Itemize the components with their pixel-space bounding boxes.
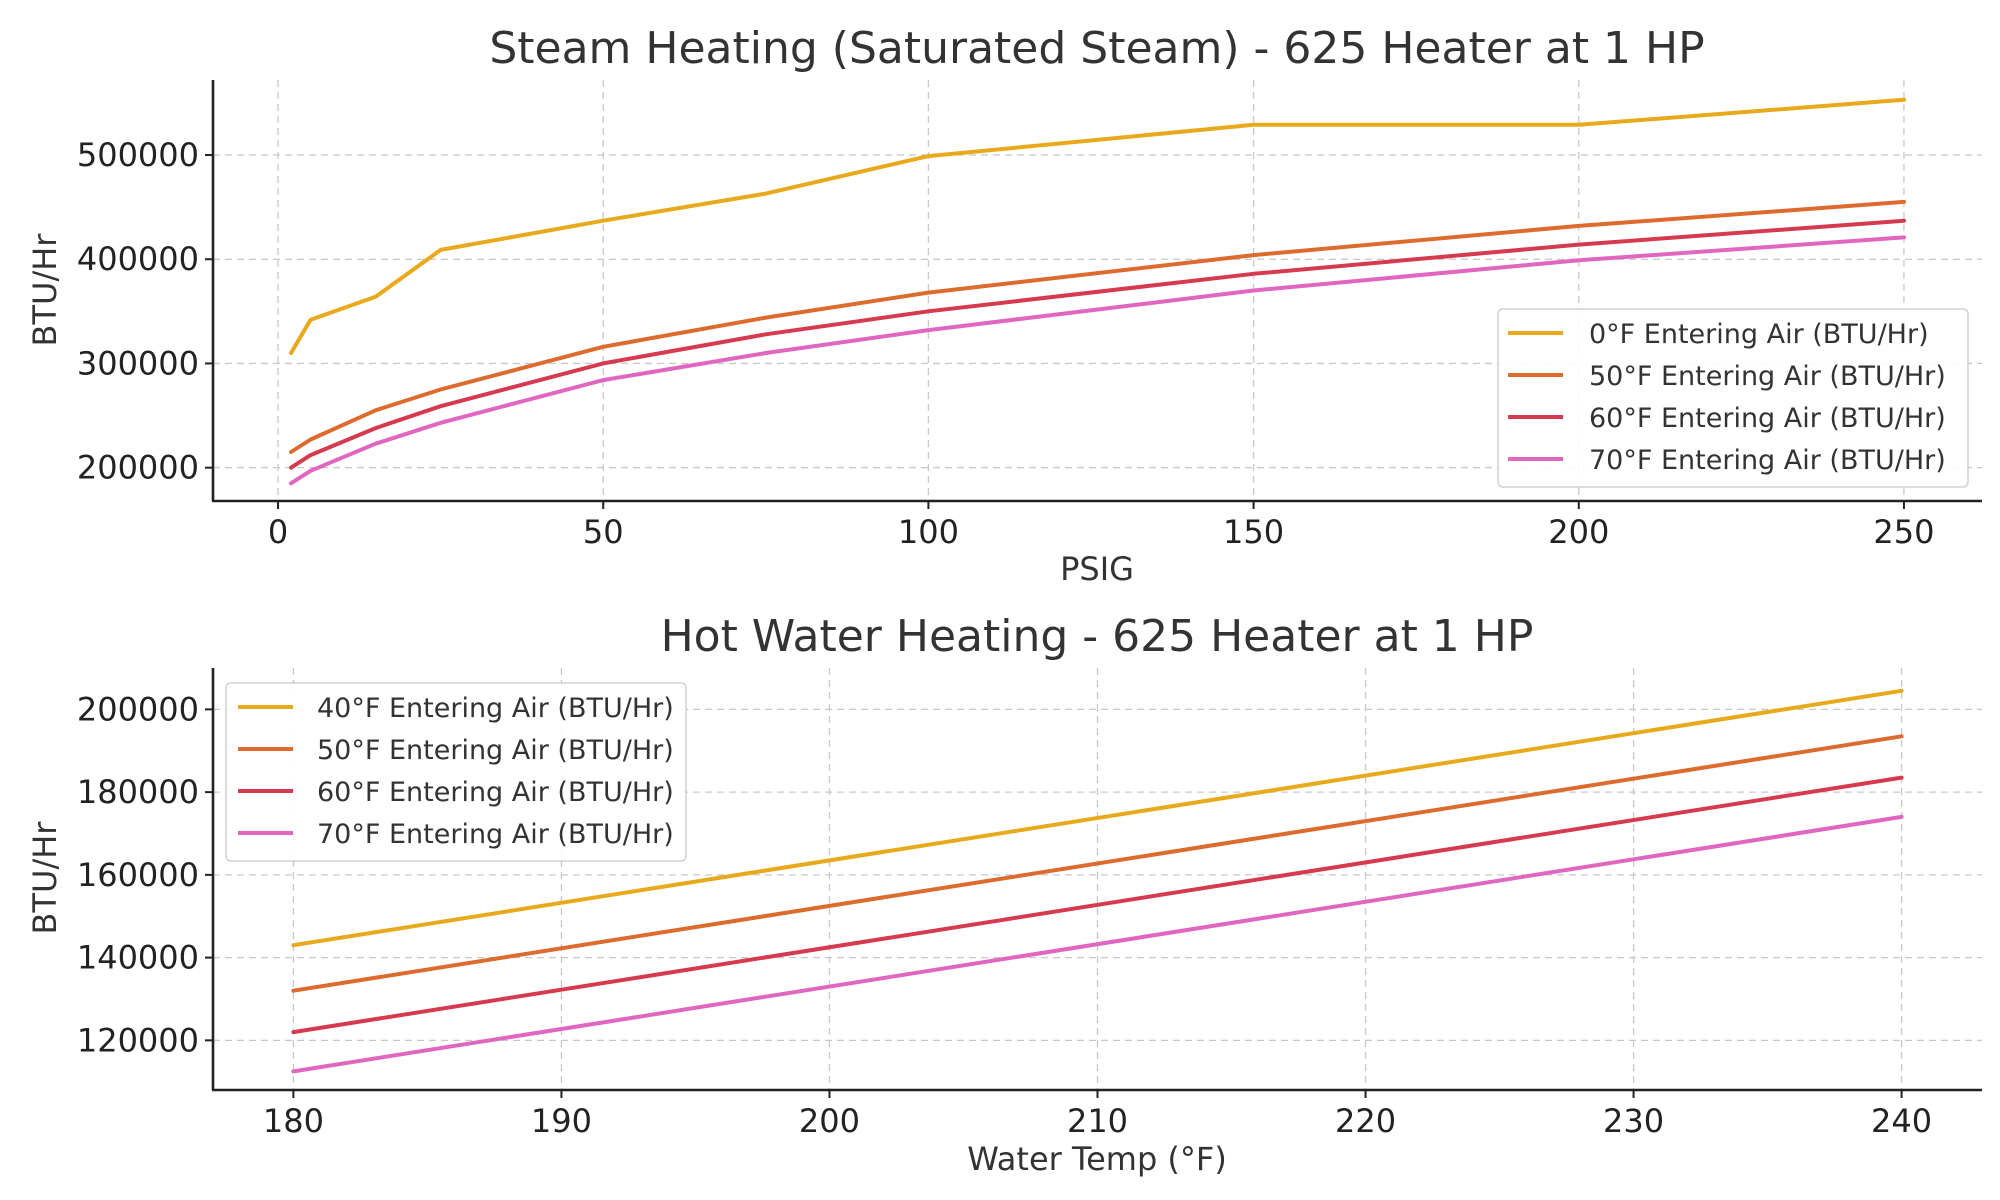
series-lines — [291, 688, 1904, 1074]
x-tick-label: 180 — [263, 1102, 324, 1140]
legend-label-70f: 70°F Entering Air (BTU/Hr) — [317, 819, 674, 850]
legend: 40°F Entering Air (BTU/Hr) 50°F Entering… — [225, 682, 687, 862]
legend-box — [225, 682, 687, 862]
legend-label-50f: 50°F Entering Air (BTU/Hr) — [317, 735, 674, 766]
legend-label-70f: 70°F Entering Air (BTU/Hr) — [1589, 445, 1946, 476]
y-tick-label: 120000 — [77, 1021, 199, 1059]
y-axis-label: BTU/Hr — [26, 233, 64, 347]
chart-title: Hot Water Heating - 625 Heater at 1 HP — [661, 611, 1534, 662]
series-line-70-f-entering-air-btu-hr — [289, 235, 1906, 486]
legend-label-60f: 60°F Entering Air (BTU/Hr) — [1589, 403, 1946, 434]
y-tick-label: 160000 — [77, 856, 199, 894]
x-tick-label: 200 — [1548, 513, 1609, 551]
series-line-60-f-entering-air-btu-hr — [291, 775, 1904, 1035]
legend-label-50f: 50°F Entering Air (BTU/Hr) — [1589, 361, 1946, 392]
series-line-50-f-entering-air-btu-hr — [289, 199, 1906, 454]
y-axis-ticks: 120000 140000 160000 180000 200000 — [77, 690, 213, 1059]
chart-title: Steam Heating (Saturated Steam) - 625 He… — [489, 23, 1704, 74]
y-tick-label: 200000 — [77, 690, 199, 728]
y-tick-label: 200000 — [77, 449, 199, 487]
x-axis-label: PSIG — [1060, 550, 1134, 588]
x-tick-label: 230 — [1603, 1102, 1664, 1140]
series-line-40-f-entering-air-btu-hr — [291, 688, 1904, 948]
steam-heating-chart: Steam Heating (Saturated Steam) - 625 He… — [26, 23, 1982, 588]
legend-box — [1497, 308, 1969, 488]
x-tick-label: 190 — [531, 1102, 592, 1140]
series-line-0-f-entering-air-btu-hr — [289, 97, 1906, 355]
series-line-70-f-entering-air-btu-hr — [291, 814, 1904, 1074]
x-tick-label: 250 — [1873, 513, 1934, 551]
x-axis-ticks: 0 50 100 150 200 250 — [268, 501, 1934, 551]
x-tick-label: 150 — [1223, 513, 1284, 551]
y-tick-label: 500000 — [77, 136, 199, 174]
series-lines — [289, 97, 1906, 486]
y-axis-label: BTU/Hr — [26, 821, 64, 935]
y-tick-label: 300000 — [77, 344, 199, 382]
x-tick-label: 220 — [1335, 1102, 1396, 1140]
axes — [211, 80, 1982, 503]
legend: 0°F Entering Air (BTU/Hr) 50°F Entering … — [1497, 308, 1969, 488]
legend-label-40f: 40°F Entering Air (BTU/Hr) — [317, 693, 674, 724]
x-axis-label: Water Temp (°F) — [967, 1140, 1227, 1178]
legend-label-60f: 60°F Entering Air (BTU/Hr) — [317, 777, 674, 808]
hot-water-heating-chart: Hot Water Heating - 625 Heater at 1 HP 1… — [26, 611, 1982, 1178]
x-tick-label: 100 — [898, 513, 959, 551]
series-line-60-f-entering-air-btu-hr — [289, 218, 1906, 470]
y-tick-label: 140000 — [77, 939, 199, 977]
y-tick-label: 400000 — [77, 240, 199, 278]
y-axis-ticks: 200000 300000 400000 500000 — [77, 136, 213, 487]
y-tick-label: 180000 — [77, 773, 199, 811]
x-tick-label: 50 — [583, 513, 624, 551]
legend-label-0f: 0°F Entering Air (BTU/Hr) — [1589, 319, 1929, 350]
series-line-50-f-entering-air-btu-hr — [291, 734, 1904, 993]
x-tick-label: 200 — [799, 1102, 860, 1140]
x-tick-label: 210 — [1067, 1102, 1128, 1140]
x-tick-label: 0 — [268, 513, 288, 551]
x-tick-label: 240 — [1871, 1102, 1932, 1140]
x-axis-ticks: 180 190 200 210 220 230 240 — [263, 1090, 1932, 1140]
